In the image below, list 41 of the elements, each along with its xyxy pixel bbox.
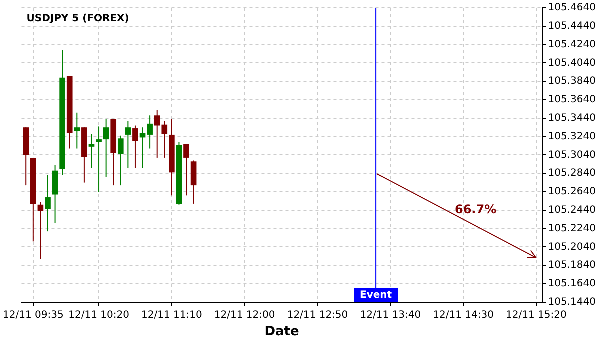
candlestick [96, 126, 102, 192]
x-axis-title: Date [264, 324, 300, 340]
x-tick-label: 12/11 12:50 [287, 310, 348, 321]
y-tick-label: 105.4040 [548, 58, 596, 69]
x-tick-label: 12/11 12:00 [214, 310, 276, 321]
x-tick-label: 12/11 10:20 [68, 310, 130, 321]
x-tick-label: 12/11 15:20 [506, 310, 567, 321]
candlestick [118, 135, 124, 186]
y-tick-label: 105.3440 [548, 112, 596, 124]
y-tick-label: 105.3640 [548, 94, 596, 106]
y-tick-label: 105.3040 [548, 150, 596, 161]
candlestick [132, 125, 138, 169]
y-tick-label: 105.2040 [548, 242, 596, 253]
text: USDJPY 5 (FOREX) [26, 14, 130, 25]
y-tick-label: 105.1840 [548, 260, 596, 272]
y-tick-label: 105.1440 [548, 296, 596, 308]
candlestick [74, 112, 80, 150]
candlestick [103, 118, 110, 178]
y-tick-label: 105.4240 [548, 39, 596, 50]
x-tick-label: 12/11 09:35 [2, 310, 64, 321]
candlestick [88, 134, 95, 169]
y-tick-label: 105.2840 [548, 168, 596, 180]
y-tick-label: 105.3240 [548, 131, 596, 142]
y-tick-label: 105.4440 [548, 20, 596, 32]
ref-line-label: Event [360, 290, 392, 301]
y-tick-label: 105.3840 [548, 76, 596, 88]
candlestick [38, 202, 44, 260]
candlestick [52, 164, 58, 224]
candlestick [45, 174, 51, 232]
y-tick-label: 105.4640 [548, 2, 596, 14]
candlestick [125, 120, 132, 169]
annotation: 66.7% [454, 202, 497, 216]
y-tick-label: 105.2240 [548, 223, 596, 234]
y-tick-label: 105.1640 [548, 278, 596, 290]
y-tick-label: 105.2640 [548, 186, 596, 198]
x-tick-label: 12/11 13:40 [360, 310, 422, 321]
candlestick [184, 144, 190, 196]
x-tick-label: 12/11 14:30 [433, 310, 494, 321]
candlestick [190, 160, 197, 204]
y-tick-label: 105.2440 [548, 204, 596, 216]
x-tick-label: 12/11 11:10 [142, 310, 202, 321]
